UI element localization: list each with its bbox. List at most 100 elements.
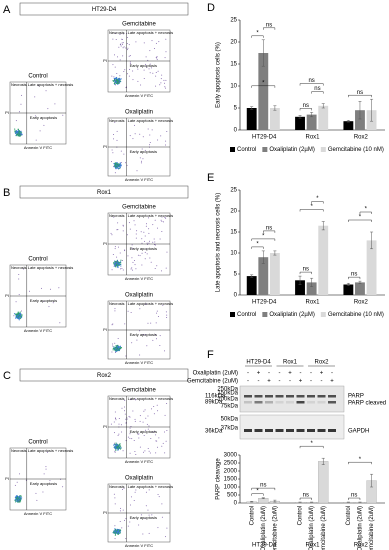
flow-dot [118,418,120,420]
significance-label: ns [260,483,266,489]
flow-dot [14,484,16,486]
flow-dot [132,79,134,81]
flow-dot [14,130,16,132]
flow-dot [112,38,114,40]
flow-dot [118,77,120,80]
flow-dot [135,237,137,239]
bar [343,284,354,295]
flow-dot [127,310,129,312]
flow-dot [142,158,144,160]
flow-dot [18,132,20,134]
flow-dot [164,86,166,88]
flow-dot [164,216,166,218]
marker-label: 36kDa [205,429,223,435]
flow-dot [153,405,155,407]
flow-dot [43,300,45,302]
flow-dot [134,451,136,453]
bar-label: Gemcitabine (2uM) [369,506,375,550]
flow-dot [118,433,120,435]
flow-dot [156,310,158,312]
flow-dot [122,509,124,511]
flow-dot [149,63,151,65]
flow-dot [116,445,118,447]
flow-dot [46,451,48,453]
error-bar [346,282,350,287]
flow-dot [126,42,128,44]
flow-dot [16,499,18,501]
flow-dot [143,231,145,233]
blot-band [296,401,305,404]
flow-dot [157,410,159,412]
bar [246,108,257,130]
marker-label: 250kDa [217,387,238,393]
flow-dot [145,417,147,419]
flow-dot [157,316,159,318]
flow-dot [114,534,117,536]
flow-dot [161,216,163,218]
quadrant-label: Necrosis [109,484,125,489]
significance-label: ns [351,272,357,278]
flow-dot [147,447,149,449]
flow-dot [123,487,125,489]
flow-dot [117,434,119,436]
y-tick-label: 0 [234,501,238,507]
flow-dot [151,40,153,42]
significance-label: * [256,241,259,247]
flow-dot [17,317,19,320]
category-label: HT29-D4 [252,543,277,549]
quadrant-label: Late apoptosis + necrosis [128,30,173,35]
flow-dot [132,70,134,72]
flow-dot [19,313,21,315]
flow-dot [112,347,114,349]
significance-bracket [251,238,276,241]
legend-label: Control [237,312,256,318]
y-tick-label: 5 [234,106,238,112]
flow-dot [117,164,119,166]
flow-dot [147,217,149,219]
flow-dot [120,268,122,270]
flow-dot [164,350,166,352]
flow-dot [43,124,45,126]
flow-dot [119,445,122,447]
flow-dot [137,68,139,70]
flow-dot [160,270,162,272]
flow-dot [151,514,153,516]
flow-dot [152,241,154,243]
y-tick-label: 3000 [224,453,238,459]
flow-dot [158,496,160,498]
legend-label: Control [237,147,256,153]
flow-dot [145,303,147,305]
blot-group-label: HT29-D4 [246,360,271,366]
panel-letter: D [207,2,215,14]
blot-band [275,401,284,404]
category-label: Rox1 [305,300,320,306]
x-axis-label: Annexin V FITC [125,93,153,98]
flow-dot [159,335,161,337]
flow-dot [15,313,17,315]
flow-dot [142,136,144,138]
flow-dot [152,72,154,74]
flow-dot [18,111,20,113]
treatment-sign: - [268,371,270,377]
flow-plot-label: Gemcitabine [122,388,156,394]
blot-band [286,395,294,398]
legend-swatch [262,312,268,317]
flow-dot [129,135,131,137]
flow-dot [135,268,137,270]
bar [318,461,329,504]
flow-dot [156,404,158,406]
flow-dot [13,313,16,315]
flow-dot [58,287,60,289]
flow-dot [114,78,116,80]
flow-dot [154,268,156,270]
bar-label: Oxaliplatin (2uM) [309,506,315,550]
flow-dot [114,264,116,266]
flow-dot [125,355,127,357]
flow-dot [118,447,120,449]
flow-dot [114,82,116,84]
flow-dot [117,246,119,248]
flow-dot [132,138,134,140]
significance-bracket [299,497,312,501]
flow-dot [117,222,119,224]
flow-dot [145,63,147,65]
